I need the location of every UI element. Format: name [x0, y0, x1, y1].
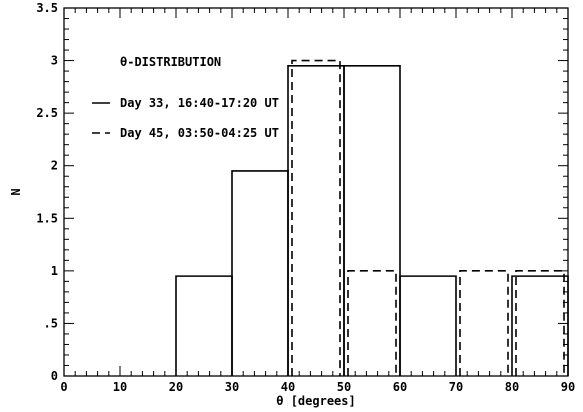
- y-tick-label: 0: [51, 369, 58, 383]
- y-axis-label: N: [9, 188, 23, 195]
- histogram-bin: [511, 275, 569, 376]
- legend-label-series-1: Day 33, 16:40-17:20 UT: [120, 96, 279, 110]
- series-2: [291, 59, 565, 376]
- histogram-bin: [515, 270, 565, 376]
- y-tick-label: 1.5: [36, 211, 58, 225]
- histogram-bin: [343, 65, 401, 376]
- x-tick-label: 40: [281, 380, 295, 394]
- y-tick-label: 3: [51, 54, 58, 68]
- y-tick-label: 2.5: [36, 106, 58, 120]
- chart-title: θ-DISTRIBUTION: [120, 55, 221, 69]
- legend-label-series-2: Day 45, 03:50-04:25 UT: [120, 126, 279, 140]
- histogram-bin: [459, 270, 509, 376]
- x-tick-label: 50: [337, 380, 351, 394]
- y-tick-label: 1: [51, 264, 58, 278]
- x-axis-label: θ [degrees]: [276, 394, 355, 408]
- plot-frame: [63, 7, 569, 377]
- x-tick-label: 0: [60, 380, 67, 394]
- x-tick-label: 30: [225, 380, 239, 394]
- y-tick-label: 2: [51, 159, 58, 173]
- histogram-bin: [399, 275, 457, 376]
- x-tick-label: 10: [113, 380, 127, 394]
- histogram-bin: [175, 275, 233, 376]
- x-tick-label: 80: [505, 380, 519, 394]
- histogram-bin: [291, 59, 341, 376]
- histogram-bin: [287, 65, 345, 376]
- histogram-bin: [347, 270, 397, 376]
- y-tick-label: 3.5: [36, 1, 58, 15]
- histogram-bin: [231, 170, 289, 376]
- axis-ticks: 0 10 20 30 40 50 60 70 80 90 0 .5 1 1.5 2 2.5 3 3.5: [36, 1, 575, 394]
- y-tick-label: .5: [44, 316, 58, 330]
- x-tick-label: 60: [393, 380, 407, 394]
- x-tick-label: 90: [561, 380, 575, 394]
- series-layer: [175, 59, 569, 376]
- x-tick-label: 70: [449, 380, 463, 394]
- series-1: [175, 65, 569, 376]
- x-tick-label: 20: [169, 380, 183, 394]
